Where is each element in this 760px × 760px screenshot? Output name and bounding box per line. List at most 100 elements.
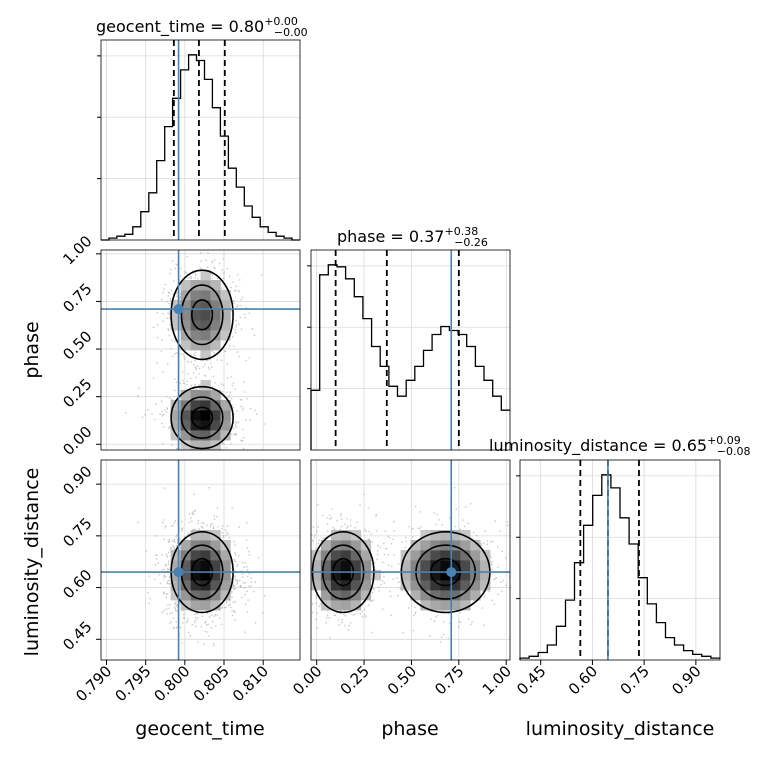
- x-tick-label: 0.75: [617, 662, 653, 698]
- density-cell: [200, 330, 211, 341]
- panel-frame: [519, 459, 721, 661]
- x-tick-label: 0.75: [431, 662, 467, 698]
- density-cell: [350, 550, 362, 561]
- density-cell: [360, 570, 372, 581]
- density-cell: [340, 590, 352, 601]
- density-cell: [330, 580, 342, 591]
- density-cell: [470, 540, 481, 551]
- density-cell: [210, 560, 221, 571]
- density-cell: [460, 570, 471, 581]
- density-cell: [220, 290, 231, 301]
- density-cell: [440, 570, 451, 581]
- density-cell: [430, 550, 441, 561]
- density-cell: [220, 590, 231, 601]
- contour-line: [170, 385, 234, 450]
- y-tick-label: 0.50: [59, 327, 95, 363]
- density-cell: [200, 300, 211, 311]
- density-cell: [460, 590, 471, 601]
- density-cell: [180, 420, 191, 431]
- density-cell: [180, 280, 191, 291]
- x-tick-label: 0.790: [72, 662, 115, 705]
- y-tick-label: 0.00: [59, 423, 95, 459]
- density-cell: [360, 550, 372, 561]
- density-cell: [470, 580, 481, 591]
- density-cell: [450, 580, 461, 591]
- density-cell: [420, 600, 431, 611]
- density-cell: [180, 300, 191, 311]
- density-cell: [200, 590, 211, 601]
- frame-layer: [100, 39, 721, 661]
- density-cell: [311, 560, 322, 571]
- density-cell: [220, 320, 231, 331]
- density-cell: [190, 440, 201, 451]
- density-cell: [210, 410, 221, 421]
- density-cell: [430, 590, 441, 601]
- ylabel-phase: phase: [21, 321, 43, 378]
- contour-line: [170, 269, 234, 361]
- x-tick-label: 0.25: [337, 662, 373, 698]
- density-cell: [400, 580, 411, 591]
- density-cell: [210, 540, 221, 551]
- truth-marker: [446, 567, 457, 578]
- y-tick-label: 0.90: [59, 462, 95, 498]
- histogram-step: [310, 264, 510, 450]
- density-cell: [440, 590, 451, 601]
- panel-frame: [100, 459, 301, 661]
- density-cell: [220, 310, 231, 321]
- density-cell: [210, 550, 221, 561]
- density-cell: [220, 400, 231, 411]
- density-cell: [210, 590, 221, 601]
- density-cell: [170, 320, 181, 331]
- density-cell: [320, 550, 332, 561]
- density-cell: [480, 570, 491, 581]
- density-cell: [190, 570, 201, 581]
- contour-line: [180, 396, 224, 440]
- density-cell: [200, 430, 211, 441]
- density-cell: [190, 400, 201, 411]
- density-cell: [170, 400, 181, 411]
- density-cell: [420, 580, 431, 591]
- density-cell: [210, 340, 221, 351]
- density-cell: [180, 560, 191, 571]
- density-cell: [350, 570, 362, 581]
- density-cell: [180, 440, 191, 451]
- density-cell: [330, 530, 342, 541]
- density-cell: [420, 550, 431, 561]
- density-cell: [170, 550, 181, 561]
- density-cell: [190, 290, 201, 301]
- density-cell: [190, 330, 201, 341]
- density-cell: [220, 550, 231, 561]
- title-phase: phase = 0.37+0.38 −0.26: [337, 225, 488, 249]
- panel-frame: [100, 249, 301, 451]
- x-tick-label: 0.45: [513, 662, 549, 698]
- density-cell: [190, 340, 201, 351]
- density-cell: [200, 600, 211, 611]
- density-cell: [330, 570, 342, 581]
- density-cell: [220, 300, 231, 311]
- density-cell: [200, 400, 211, 411]
- density-cell: [400, 570, 411, 581]
- density-cell: [200, 290, 211, 301]
- density-cell: [210, 430, 221, 441]
- density-cell: [350, 540, 362, 551]
- density-cell: [170, 580, 181, 591]
- density-cell: [210, 600, 221, 611]
- density-cell: [180, 590, 191, 601]
- density-cell: [220, 410, 231, 421]
- density-cell: [190, 550, 201, 561]
- density-cell: [220, 420, 231, 431]
- density-cell: [200, 350, 211, 361]
- density-cell: [460, 550, 471, 561]
- panel-frame: [310, 249, 511, 451]
- density-cell: [410, 540, 421, 551]
- density-cell: [200, 570, 211, 581]
- y-tick-label: 0.45: [59, 618, 95, 654]
- density-cell: [320, 540, 332, 551]
- x-tick-label: 0.805: [190, 662, 233, 705]
- y-tick-label: 0.25: [59, 375, 95, 411]
- density-cell: [340, 530, 352, 541]
- density-cell: [440, 530, 451, 541]
- density-cell: [400, 560, 411, 571]
- density-cell: [210, 570, 221, 581]
